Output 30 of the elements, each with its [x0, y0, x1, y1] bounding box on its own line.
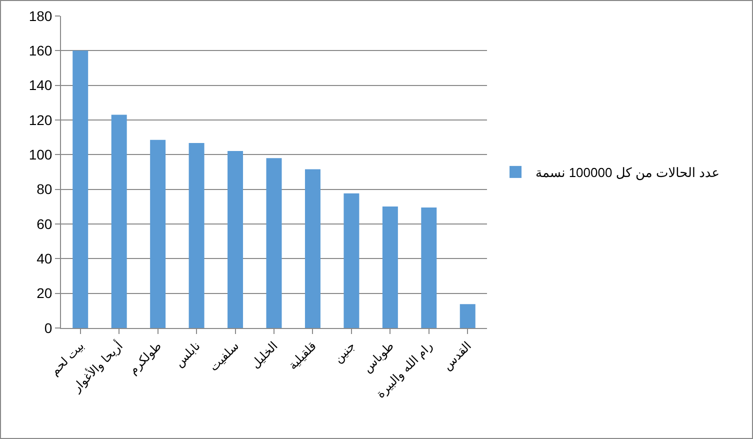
y-tick-label: 60 — [36, 216, 52, 232]
y-tick-label: 80 — [36, 181, 52, 198]
bar — [266, 158, 282, 328]
bar — [228, 151, 244, 328]
legend-label: عدد الحالات من كل 100000 نسمة — [536, 165, 720, 182]
y-tick-label: 120 — [28, 112, 52, 128]
bar — [421, 208, 437, 328]
bar — [188, 143, 204, 328]
bar — [111, 114, 127, 328]
x-tick-label: القدس — [440, 338, 474, 373]
bar — [150, 140, 166, 328]
bar — [344, 193, 360, 328]
x-tick-label: جنين — [331, 338, 358, 366]
y-tick-label: 100 — [28, 146, 52, 163]
y-tick-label: 40 — [36, 250, 52, 267]
y-tick-label: 0 — [44, 320, 52, 336]
y-tick-label: 160 — [28, 42, 52, 59]
x-tick-label: نابلس — [172, 338, 203, 370]
x-tick-label: قلقيلية — [286, 338, 320, 372]
bar — [460, 304, 476, 328]
y-tick-label: 140 — [28, 77, 52, 94]
y-tick-label: 20 — [36, 285, 52, 302]
bar — [304, 169, 320, 328]
x-tick-label: طوباس — [360, 338, 397, 376]
bar — [382, 206, 398, 328]
y-tick-label: 180 — [28, 8, 52, 24]
x-tick-label: طولكرم — [126, 338, 164, 378]
x-tick-label: الخليل — [248, 338, 280, 371]
x-tick-label: سلفيت — [206, 338, 242, 374]
bar — [72, 50, 88, 328]
